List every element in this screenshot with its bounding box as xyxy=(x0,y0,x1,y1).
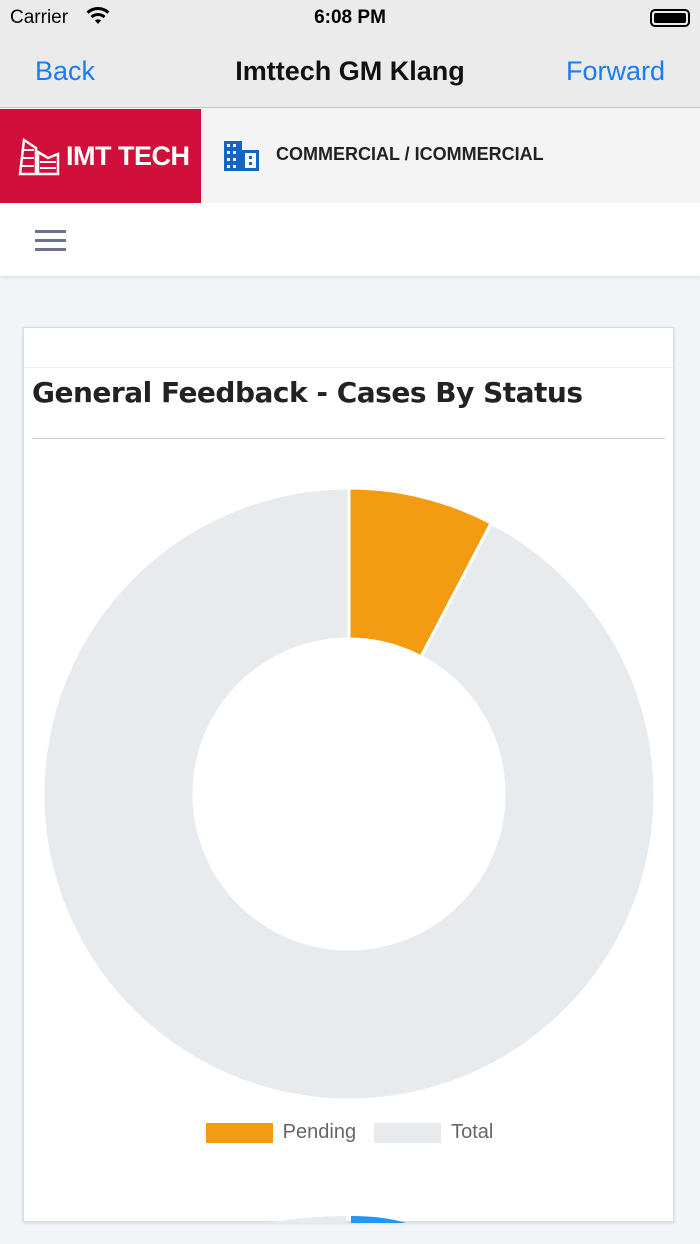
building-logo-icon xyxy=(18,137,60,176)
next-chart-preview xyxy=(267,1216,406,1223)
legend-label: Total xyxy=(451,1121,494,1143)
legend-label: Pending xyxy=(282,1121,357,1143)
legend-item-pending[interactable]: Pending xyxy=(205,1121,357,1144)
forward-button[interactable]: Forward xyxy=(565,56,665,86)
legend-swatch xyxy=(374,1122,442,1143)
back-button[interactable]: Back xyxy=(35,56,96,86)
next-chart-slice-gray xyxy=(267,1216,346,1223)
clock: 6:08 PM xyxy=(314,7,386,28)
card-top-strip xyxy=(24,328,673,368)
chart-legend: Pending Total xyxy=(24,1121,675,1144)
nav-bar: Back Imttech GM Klang Forward xyxy=(0,36,700,108)
hamburger-menu-icon[interactable] xyxy=(35,230,66,257)
divider xyxy=(32,438,665,439)
logo[interactable]: IMT TECH xyxy=(0,109,201,203)
logo-text: IMT TECH xyxy=(66,140,190,171)
app-header: IMT TECH COMMERCIAL / ICOMMERCIAL xyxy=(0,109,700,203)
legend-swatch xyxy=(205,1122,273,1143)
page-title: Imttech GM Klang xyxy=(235,56,465,86)
chart-card: General Feedback - Cases By Status Pendi… xyxy=(23,327,675,1223)
status-bar: Carrier 6:08 PM xyxy=(0,0,700,36)
battery-icon xyxy=(650,9,690,27)
menu-bar xyxy=(0,203,700,276)
building-icon xyxy=(224,141,259,171)
legend-item-total[interactable]: Total xyxy=(374,1121,493,1144)
breadcrumb[interactable]: COMMERCIAL / ICOMMERCIAL xyxy=(276,144,544,164)
next-chart-slice-blue xyxy=(351,1216,406,1223)
carrier-label: Carrier xyxy=(10,7,69,28)
wifi-icon xyxy=(86,7,110,24)
slice-total[interactable] xyxy=(41,486,657,1102)
chart-title: General Feedback - Cases By Status xyxy=(32,376,583,409)
donut-chart xyxy=(41,486,657,1223)
